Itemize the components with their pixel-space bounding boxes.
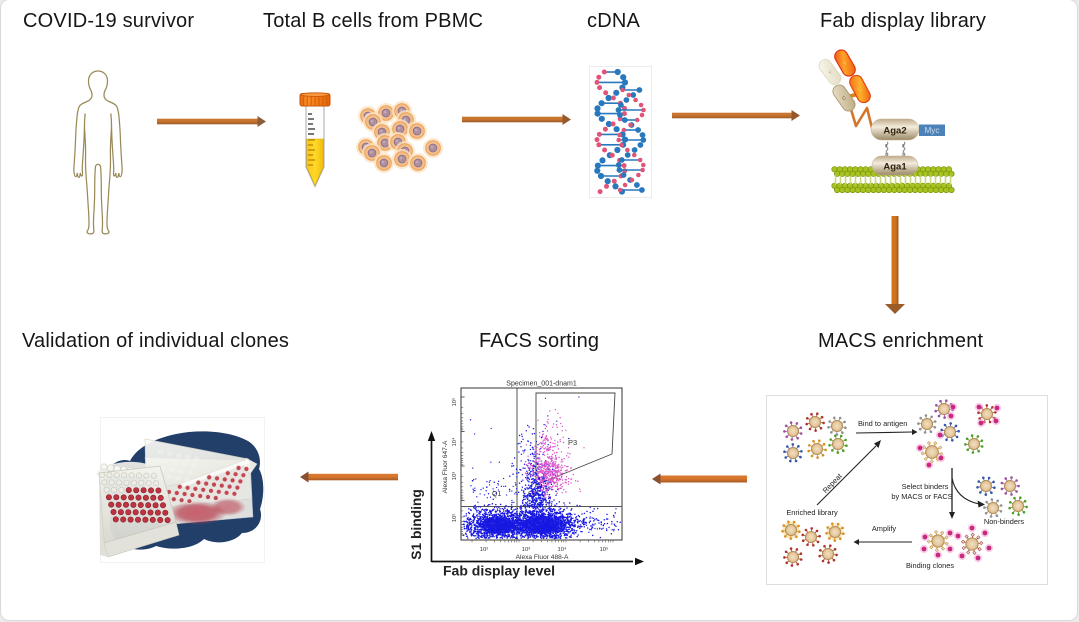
svg-text:Aga2: Aga2 xyxy=(883,126,906,137)
svg-text:Specimen_001-dnam1: Specimen_001-dnam1 xyxy=(506,381,577,388)
svg-text:Q2: Q2 xyxy=(528,491,537,498)
svg-text:Q1: Q1 xyxy=(492,491,501,498)
svg-text:C: C xyxy=(857,86,863,93)
svg-text:Myc: Myc xyxy=(924,126,939,135)
svg-text:C: C xyxy=(841,95,848,102)
svg-text:s: s xyxy=(885,143,888,149)
svg-text:S1 binding: S1 binding xyxy=(409,489,424,560)
svg-text:10⁵: 10⁵ xyxy=(451,397,458,406)
svg-text:s: s xyxy=(885,152,888,158)
svg-text:Binding clones: Binding clones xyxy=(906,561,954,570)
svg-text:10²: 10² xyxy=(480,547,488,553)
svg-text:s: s xyxy=(902,143,905,149)
svg-text:10⁵: 10⁵ xyxy=(600,546,609,553)
svg-text:s: s xyxy=(902,152,905,158)
svg-text:10³: 10³ xyxy=(452,472,458,480)
svg-text:Non-binders: Non-binders xyxy=(984,517,1025,526)
svg-text:Fab display level: Fab display level xyxy=(443,563,555,579)
svg-text:V: V xyxy=(842,60,848,67)
svg-text:10⁴: 10⁴ xyxy=(451,437,458,446)
svg-text:P3: P3 xyxy=(568,438,577,447)
svg-text:Amplify: Amplify xyxy=(872,524,897,533)
svg-text:10²: 10² xyxy=(452,514,458,522)
svg-text:Select binders: Select binders xyxy=(902,482,949,491)
svg-text:Alexa Fluor 488-A: Alexa Fluor 488-A xyxy=(516,554,569,561)
svg-text:Enriched library: Enriched library xyxy=(786,508,838,517)
svg-text:Bind to antigen: Bind to antigen xyxy=(858,419,907,428)
svg-text:V: V xyxy=(827,69,834,76)
svg-text:10³: 10³ xyxy=(522,547,530,553)
svg-text:10⁴: 10⁴ xyxy=(558,546,567,553)
svg-text:by MACS or FACS: by MACS or FACS xyxy=(891,492,952,501)
svg-text:Aga1: Aga1 xyxy=(883,162,907,173)
svg-text:Alexa Fluor 647-A: Alexa Fluor 647-A xyxy=(442,440,449,493)
